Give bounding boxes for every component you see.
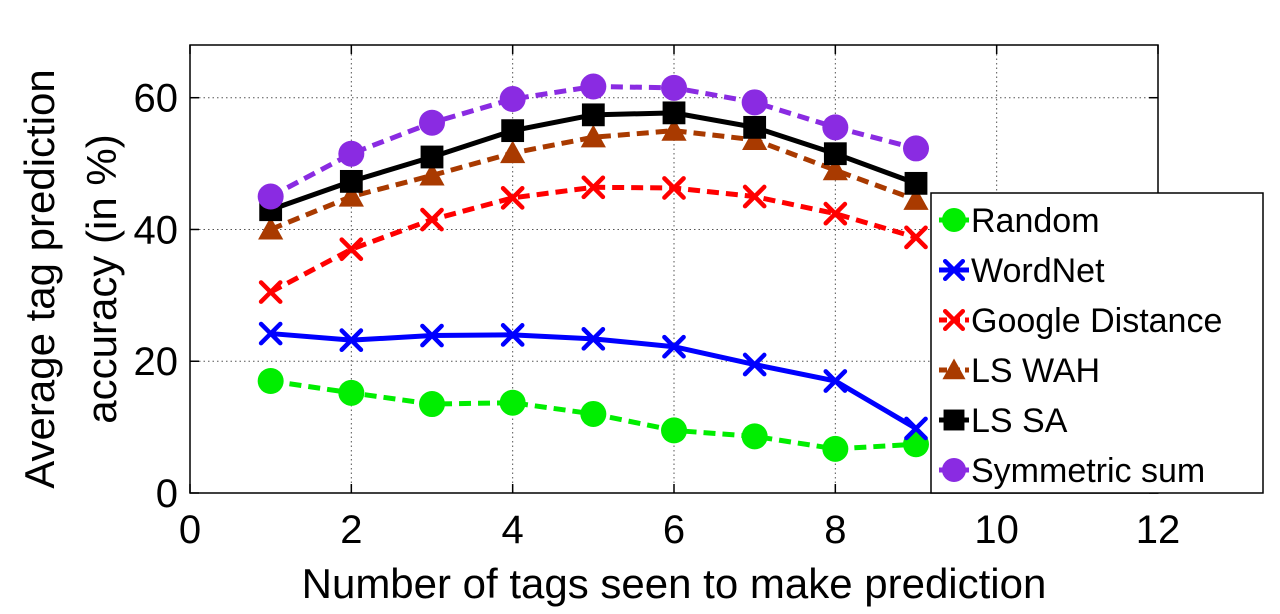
x-tick-label: 6 (663, 508, 685, 552)
data-point (662, 101, 686, 125)
legend-marker (942, 458, 966, 482)
data-point (419, 391, 445, 418)
x-axis-title: Number of tags seen to make prediction (302, 560, 1047, 607)
data-point (742, 184, 767, 209)
legend-marker (942, 208, 966, 232)
data-point (581, 326, 606, 351)
y-tick-label: 20 (134, 340, 179, 384)
data-point (742, 352, 767, 377)
data-point (420, 207, 444, 232)
legend-label: LS SA (971, 402, 1068, 440)
series-line (269, 128, 917, 232)
data-point (500, 185, 525, 210)
data-point (258, 280, 283, 304)
data-point (743, 115, 767, 139)
data-point (661, 74, 687, 101)
legend-marker (942, 308, 966, 332)
legend-box (930, 192, 1264, 494)
data-point (741, 89, 768, 116)
data-point (580, 400, 607, 427)
series-line (269, 184, 917, 295)
data-point (420, 145, 444, 169)
data-point (904, 171, 928, 195)
legend-marker (942, 258, 966, 282)
series-ls-wah (258, 118, 929, 240)
axis-ticks: 0 2 4 6 8 10 12 0 20 40 60 (134, 45, 1181, 552)
legend-label: LS WAH (971, 352, 1100, 390)
data-point (823, 369, 848, 393)
y-tick-label: 40 (134, 208, 179, 252)
data-point (257, 183, 284, 210)
data-point (903, 135, 929, 162)
y-axis-title-line-2: accuracy (in %) (78, 134, 125, 423)
series-layer (257, 73, 929, 462)
legend-label: Google Distance (971, 302, 1222, 340)
x-tick-label: 4 (502, 508, 524, 552)
data-point (339, 328, 364, 353)
y-tick-label: 60 (134, 77, 179, 121)
data-point (500, 140, 526, 164)
data-point (499, 389, 526, 416)
data-point (741, 423, 768, 450)
data-point (258, 216, 284, 240)
legend-marker (943, 409, 965, 431)
data-point (662, 176, 686, 200)
series-google-distance (258, 175, 928, 304)
data-point (420, 323, 444, 348)
data-point (339, 237, 364, 262)
data-point (338, 183, 364, 207)
series-ls-sa (259, 101, 928, 222)
y-axis-title-line-1: Average tag prediction (16, 69, 63, 489)
data-point (904, 416, 928, 441)
data-point (823, 201, 848, 226)
data-point (580, 124, 606, 148)
x-tick-label: 8 (824, 508, 846, 552)
data-point (661, 118, 687, 141)
data-point (823, 142, 847, 166)
data-point (903, 187, 929, 210)
x-tick-label: 2 (340, 508, 362, 552)
series-symmetric-sum (257, 73, 929, 210)
legend-label: Random (971, 202, 1100, 240)
data-point (500, 323, 525, 347)
data-point (258, 321, 283, 346)
legend-label: Symmetric sum (971, 452, 1205, 490)
legend-label: WordNet (971, 252, 1105, 290)
y-tick-label: 0 (156, 472, 178, 516)
data-point (338, 379, 365, 406)
data-point (339, 169, 363, 193)
legend-marker (942, 358, 966, 380)
x-tick-label: 0 (179, 508, 201, 552)
data-point (662, 334, 686, 359)
data-point (501, 119, 525, 143)
legend: Random WordNet Google Distance LS WAH LS SA S… (930, 192, 1264, 494)
data-point (419, 162, 445, 186)
data-point (904, 225, 928, 250)
data-point (581, 175, 606, 200)
data-point (661, 417, 687, 444)
data-point (580, 73, 607, 100)
data-point (419, 109, 445, 136)
series-wordnet (258, 321, 928, 441)
x-tick-label: 10 (974, 508, 1019, 552)
data-point (822, 435, 849, 462)
data-point (338, 140, 365, 167)
data-point (822, 114, 849, 141)
data-point (499, 86, 526, 113)
data-point (822, 157, 848, 181)
data-point (581, 103, 605, 127)
data-point (257, 368, 284, 394)
x-tick-label: 12 (1136, 508, 1181, 552)
